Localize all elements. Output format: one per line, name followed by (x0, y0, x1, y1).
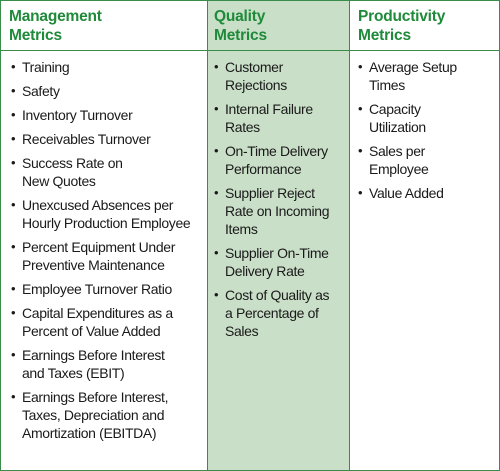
list-item: • Sales per Employee (358, 143, 429, 177)
column-heading: Productivity Metrics (350, 1, 499, 51)
bullet-icon: • (11, 305, 16, 320)
list-item: • Receivables Turnover (11, 131, 151, 147)
bullet-icon: • (214, 185, 219, 200)
list-item: • Supplier On-Time Delivery Rate (214, 245, 329, 279)
bullet-icon: • (214, 59, 219, 74)
bullet-icon: • (214, 287, 219, 302)
management-metrics-column: Management Metrics • Training • Safety • In… (1, 1, 207, 470)
list-item: • Average Setup Times (358, 59, 457, 93)
list-item: • Unexcused Absences per Hourly Productio… (11, 197, 191, 231)
metrics-list: • Training • Safety • Inventory Turnover • R… (1, 51, 207, 448)
list-item: • On-Time Delivery Performance (214, 143, 328, 177)
list-item: • Employee Turnover Ratio (11, 281, 172, 297)
bullet-icon: • (214, 245, 219, 260)
bullet-icon: • (214, 101, 219, 116)
list-item: • Capital Expenditures as a Percent of Va… (11, 305, 173, 339)
bullet-icon: • (11, 239, 16, 254)
list-item: • Customer Rejections (214, 59, 287, 93)
column-heading: Management Metrics (1, 1, 207, 51)
bullet-icon: • (358, 143, 363, 158)
metrics-list: • Average Setup Times • Capacity Utilizati… (350, 51, 499, 208)
bullet-icon: • (11, 389, 16, 404)
quality-metrics-column: Quality Metrics • Customer Rejections • In… (207, 1, 350, 470)
list-item: • Inventory Turnover (11, 107, 133, 123)
bullet-icon: • (11, 83, 16, 98)
bullet-icon: • (358, 101, 363, 116)
bullet-icon: • (358, 59, 363, 74)
list-item: • Internal Failure Rates (214, 101, 313, 135)
bullet-icon: • (11, 281, 16, 296)
column-heading: Quality Metrics (208, 1, 349, 51)
bullet-icon: • (11, 347, 16, 362)
list-item: • Percent Equipment Under Preventive Main… (11, 239, 176, 273)
list-item: • Earnings Before Interest, Taxes, Deprec… (11, 389, 169, 441)
bullet-icon: • (358, 185, 363, 200)
bullet-icon: • (11, 107, 16, 122)
bullet-icon: • (11, 59, 16, 74)
list-item: • Training (11, 59, 70, 75)
bullet-icon: • (11, 155, 16, 170)
metrics-list: • Customer Rejections • Internal Failure R… (208, 51, 349, 346)
list-item: • Supplier Reject Rate on Incoming Items (214, 185, 330, 237)
productivity-metrics-column: Productivity Metrics • Average Setup Time… (350, 1, 499, 470)
list-item: • Capacity Utilization (358, 101, 426, 135)
list-item: • Earnings Before Interest and Taxes (EBI… (11, 347, 165, 381)
bullet-icon: • (214, 143, 219, 158)
bullet-icon: • (11, 197, 16, 212)
list-item: • Cost of Quality as a Percentage of Sale… (214, 287, 330, 339)
list-item: • Value Added (358, 185, 444, 201)
list-item: • Safety (11, 83, 60, 99)
bullet-icon: • (11, 131, 16, 146)
list-item: • Success Rate on New Quotes (11, 155, 123, 189)
